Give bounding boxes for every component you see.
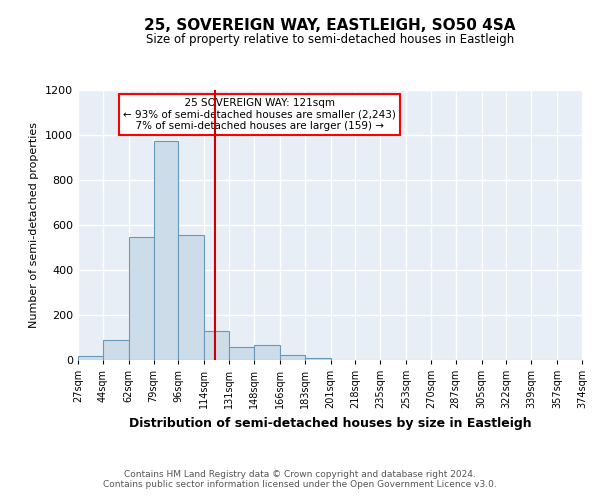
Bar xyxy=(254,344,280,360)
Bar xyxy=(154,140,178,360)
Text: 25 SOVEREIGN WAY: 121sqm  
← 93% of semi-detached houses are smaller (2,243)
  7: 25 SOVEREIGN WAY: 121sqm ← 93% of semi-d… xyxy=(123,98,396,132)
Bar xyxy=(178,235,205,360)
Bar xyxy=(280,355,305,360)
Text: Contains HM Land Registry data © Crown copyright and database right 2024.: Contains HM Land Registry data © Crown c… xyxy=(124,470,476,479)
Text: Size of property relative to semi-detached houses in Eastleigh: Size of property relative to semi-detach… xyxy=(146,32,514,46)
Bar xyxy=(129,238,154,360)
Bar xyxy=(305,358,331,360)
Bar xyxy=(205,331,229,360)
X-axis label: Distribution of semi-detached houses by size in Eastleigh: Distribution of semi-detached houses by … xyxy=(128,416,532,430)
Text: Contains public sector information licensed under the Open Government Licence v3: Contains public sector information licen… xyxy=(103,480,497,489)
Bar xyxy=(229,346,254,360)
Bar xyxy=(103,340,129,360)
Y-axis label: Number of semi-detached properties: Number of semi-detached properties xyxy=(29,122,40,328)
Text: 25, SOVEREIGN WAY, EASTLEIGH, SO50 4SA: 25, SOVEREIGN WAY, EASTLEIGH, SO50 4SA xyxy=(144,18,516,32)
Bar xyxy=(78,356,103,360)
